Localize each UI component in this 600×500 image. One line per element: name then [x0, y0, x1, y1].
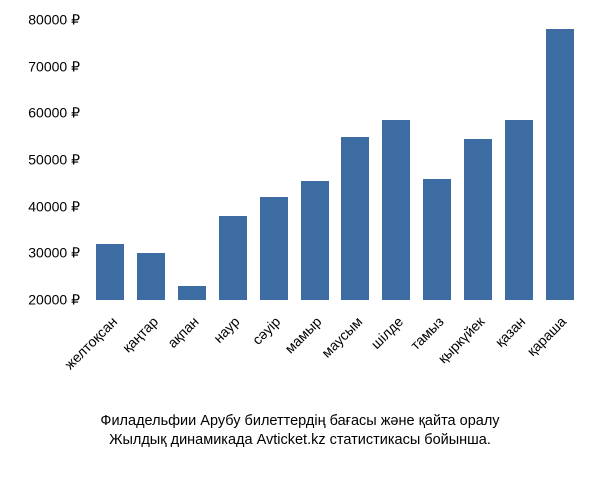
x-tick-label: қазан	[492, 313, 529, 350]
bar	[505, 120, 533, 300]
caption-line-1: Филадельфии Арубу билеттердің бағасы жән…	[0, 412, 600, 431]
y-tick-label: 50000 ₽	[28, 152, 80, 169]
x-tick-label: мамыр	[281, 313, 324, 356]
bar	[341, 137, 369, 300]
bar	[260, 197, 288, 300]
bar	[301, 181, 329, 300]
bar	[178, 286, 206, 300]
y-tick-label: 40000 ₽	[28, 198, 80, 215]
bar	[96, 244, 124, 300]
chart-caption: Филадельфии Арубу билеттердің бағасы жән…	[0, 412, 600, 450]
bar	[219, 216, 247, 300]
plot-area	[90, 20, 580, 300]
x-tick-label: қаңтар	[119, 313, 161, 355]
x-tick-label: ақпан	[164, 313, 201, 350]
x-tick-label: қараша	[524, 313, 570, 359]
x-tick-label: шілде	[367, 313, 406, 352]
bar	[423, 179, 451, 300]
y-tick-label: 20000 ₽	[28, 292, 80, 309]
bars-group	[90, 20, 580, 300]
caption-line-2: Жылдық динамикада Avticket.kz статистика…	[0, 431, 600, 450]
y-tick-label: 80000 ₽	[28, 12, 80, 29]
bar	[137, 253, 165, 300]
x-tick-label: наур	[210, 313, 243, 346]
y-tick-label: 70000 ₽	[28, 58, 80, 75]
y-tick-label: 60000 ₽	[28, 105, 80, 122]
bar	[546, 29, 574, 300]
x-tick-label: желтоқсан	[61, 313, 120, 372]
x-tick-label: сәуір	[249, 313, 283, 347]
y-axis: 20000 ₽30000 ₽40000 ₽50000 ₽60000 ₽70000…	[0, 20, 85, 300]
bar	[464, 139, 492, 300]
x-tick-label: маусым	[318, 313, 365, 360]
x-axis: желтоқсанқаңтарақпаннаурсәуірмамырмаусым…	[90, 305, 580, 390]
y-tick-label: 30000 ₽	[28, 245, 80, 262]
price-chart: 20000 ₽ 30000 ₽ 40000 ₽ 50000 ₽ 60000 ₽ 70000…	[0, 10, 600, 380]
bar	[382, 120, 410, 300]
